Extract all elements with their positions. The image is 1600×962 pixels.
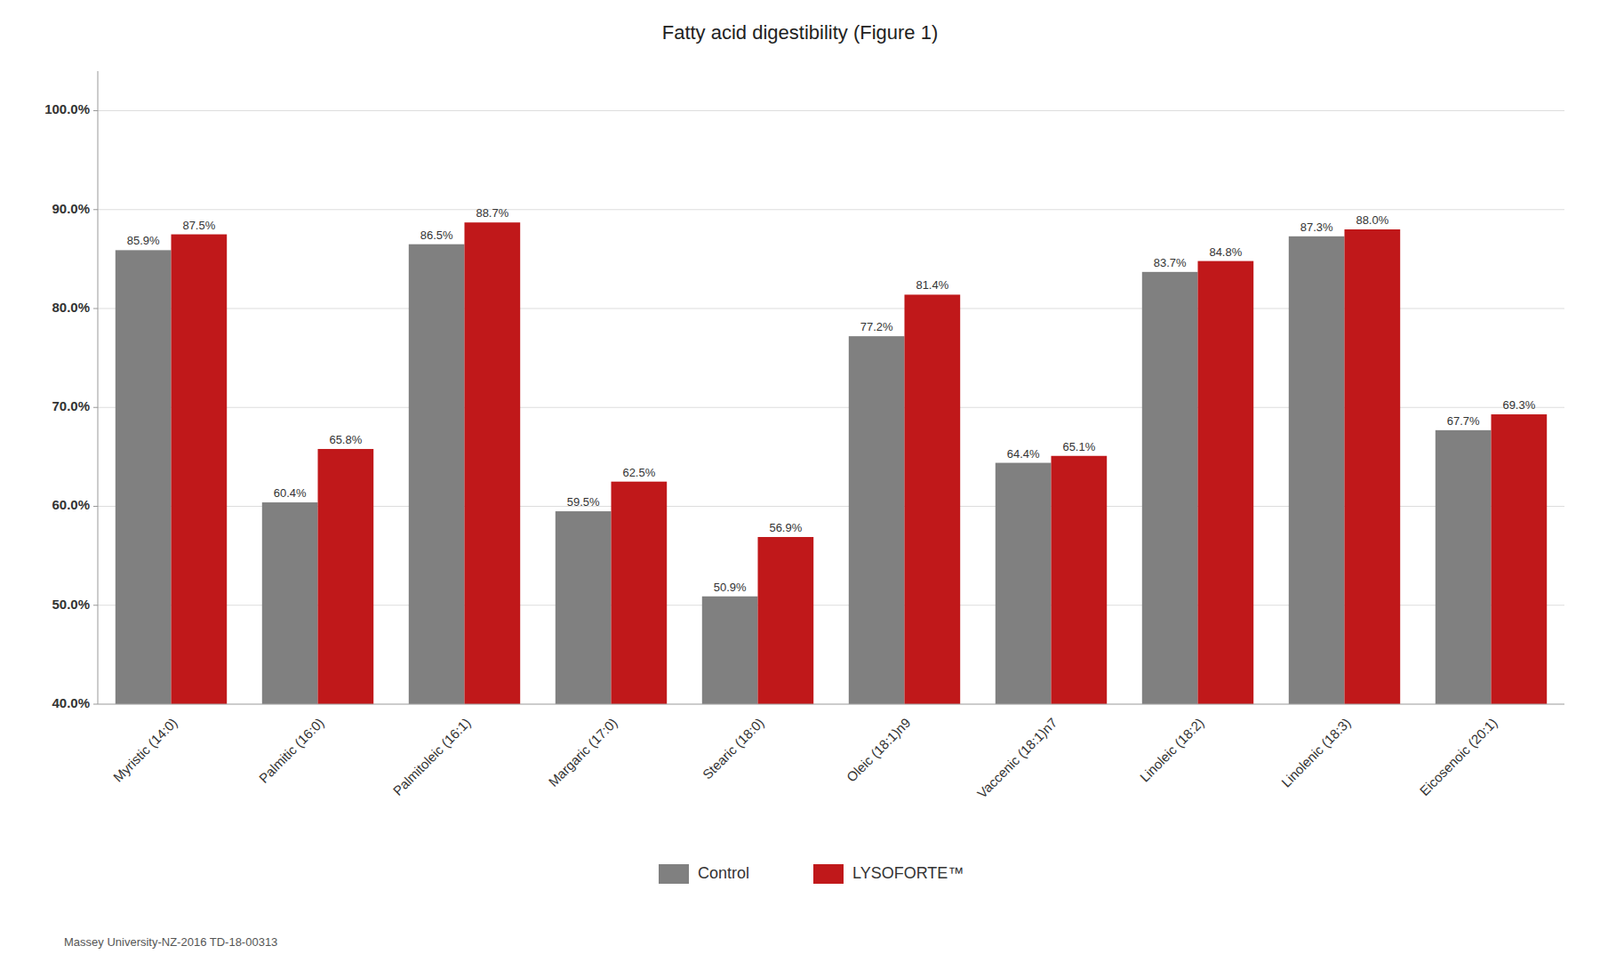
data-label: 83.7% [1153, 256, 1187, 270]
data-label: 50.9% [713, 580, 747, 594]
y-axis: 40.0% 50.0% 60.0% 70.0% 80.0% 90.0% 100.0% [44, 71, 98, 711]
x-tick-label: Linolenic (18:3) [1278, 714, 1354, 791]
bar [115, 249, 172, 704]
y-tick-label: 90.0% [51, 200, 90, 216]
grid-line [97, 110, 1565, 112]
bar [1435, 430, 1492, 704]
y-tick [93, 704, 98, 705]
bars [115, 222, 1547, 704]
data-label: 60.4% [273, 486, 307, 500]
data-label: 87.3% [1300, 220, 1334, 234]
x-tick-label: Palmitoleic (16:1) [390, 714, 474, 799]
x-tick-label: Margaric (17:0) [545, 714, 621, 790]
y-tick [93, 407, 98, 408]
data-label: 56.9% [768, 520, 802, 535]
grid [97, 111, 1565, 705]
x-tick-label: Eicosenoic (20:1) [1416, 714, 1501, 799]
data-label: 62.5% [622, 465, 656, 480]
data-label: 88.0% [1355, 213, 1389, 227]
x-axis: Myristic (14:0) Palmitic (16:0) Palmitolei… [97, 704, 1565, 801]
title: Fatty acid digestibility (Figure 1) [662, 21, 939, 44]
data-label: 86.5% [420, 228, 454, 242]
y-tick-label: 40.0% [51, 695, 90, 711]
bar [1491, 414, 1548, 704]
bar [318, 448, 375, 704]
data-label: 65.1% [1062, 440, 1096, 454]
y-tick [93, 208, 98, 210]
bar [1051, 456, 1108, 704]
data-label: 88.7% [475, 206, 509, 220]
x-tick-label: Myristic (14:0) [110, 714, 181, 785]
bar [408, 244, 465, 704]
data-label: 85.9% [127, 233, 160, 248]
data-label: 69.3% [1502, 398, 1536, 412]
bar [1198, 261, 1255, 704]
data-label: 64.4% [1007, 447, 1040, 461]
data-label: 84.8% [1208, 245, 1242, 259]
data-label: 65.8% [328, 432, 362, 447]
x-axis-line [97, 704, 1565, 705]
legend-swatch [813, 864, 844, 884]
bar [848, 336, 905, 704]
bar [1142, 272, 1199, 704]
x-tick-label: Palmitic (16:0) [256, 714, 328, 786]
y-tick [93, 110, 98, 112]
data-label: 59.5% [567, 495, 600, 509]
bar [262, 502, 319, 704]
x-tick-label: Linoleic (18:2) [1136, 714, 1208, 785]
data-label: 67.7% [1447, 414, 1480, 428]
y-axis-line [97, 71, 99, 704]
grid-line [97, 704, 1565, 705]
bar [171, 234, 228, 704]
bar [464, 222, 521, 704]
y-tick [93, 308, 98, 310]
x-tick-label: Oleic (18:1)n9 [843, 714, 914, 785]
data-label: 87.5% [182, 218, 216, 232]
legend-label: Control [697, 864, 750, 882]
bar [1288, 236, 1345, 704]
x-tick-label: Stearic (18:0) [699, 714, 768, 783]
grid-line [97, 208, 1565, 210]
y-tick-label: 100.0% [44, 101, 90, 117]
y-tick-label: 80.0% [51, 299, 90, 315]
chart: Fatty acid digestibility (Figure 1) 40.0%… [0, 0, 1600, 962]
x-tick-label: Vaccenic (18:1)n7 [974, 714, 1061, 801]
bar [555, 511, 612, 704]
y-tick-label: 70.0% [51, 398, 90, 414]
legend: Control LYSOFORTE™ [658, 864, 964, 884]
y-tick [93, 505, 98, 507]
data-labels: 85.9% 60.4% 86.5% 59.5% 50.9% 77.2% 64.4% 83.7%… [127, 206, 1536, 594]
bar [904, 294, 961, 704]
y-tick [93, 604, 98, 606]
legend-label: LYSOFORTE™ [852, 864, 964, 882]
footnote: Massey University-NZ-2016 TD-18-00313 [64, 935, 278, 949]
legend-swatch [658, 864, 689, 884]
bar [758, 536, 815, 704]
bar [702, 596, 759, 704]
data-label: 81.4% [915, 278, 949, 292]
data-label: 77.2% [860, 320, 894, 334]
y-tick-label: 60.0% [51, 496, 90, 512]
bar [611, 481, 668, 704]
bar [995, 463, 1052, 704]
y-tick-label: 50.0% [51, 596, 90, 612]
bar [1344, 229, 1401, 704]
